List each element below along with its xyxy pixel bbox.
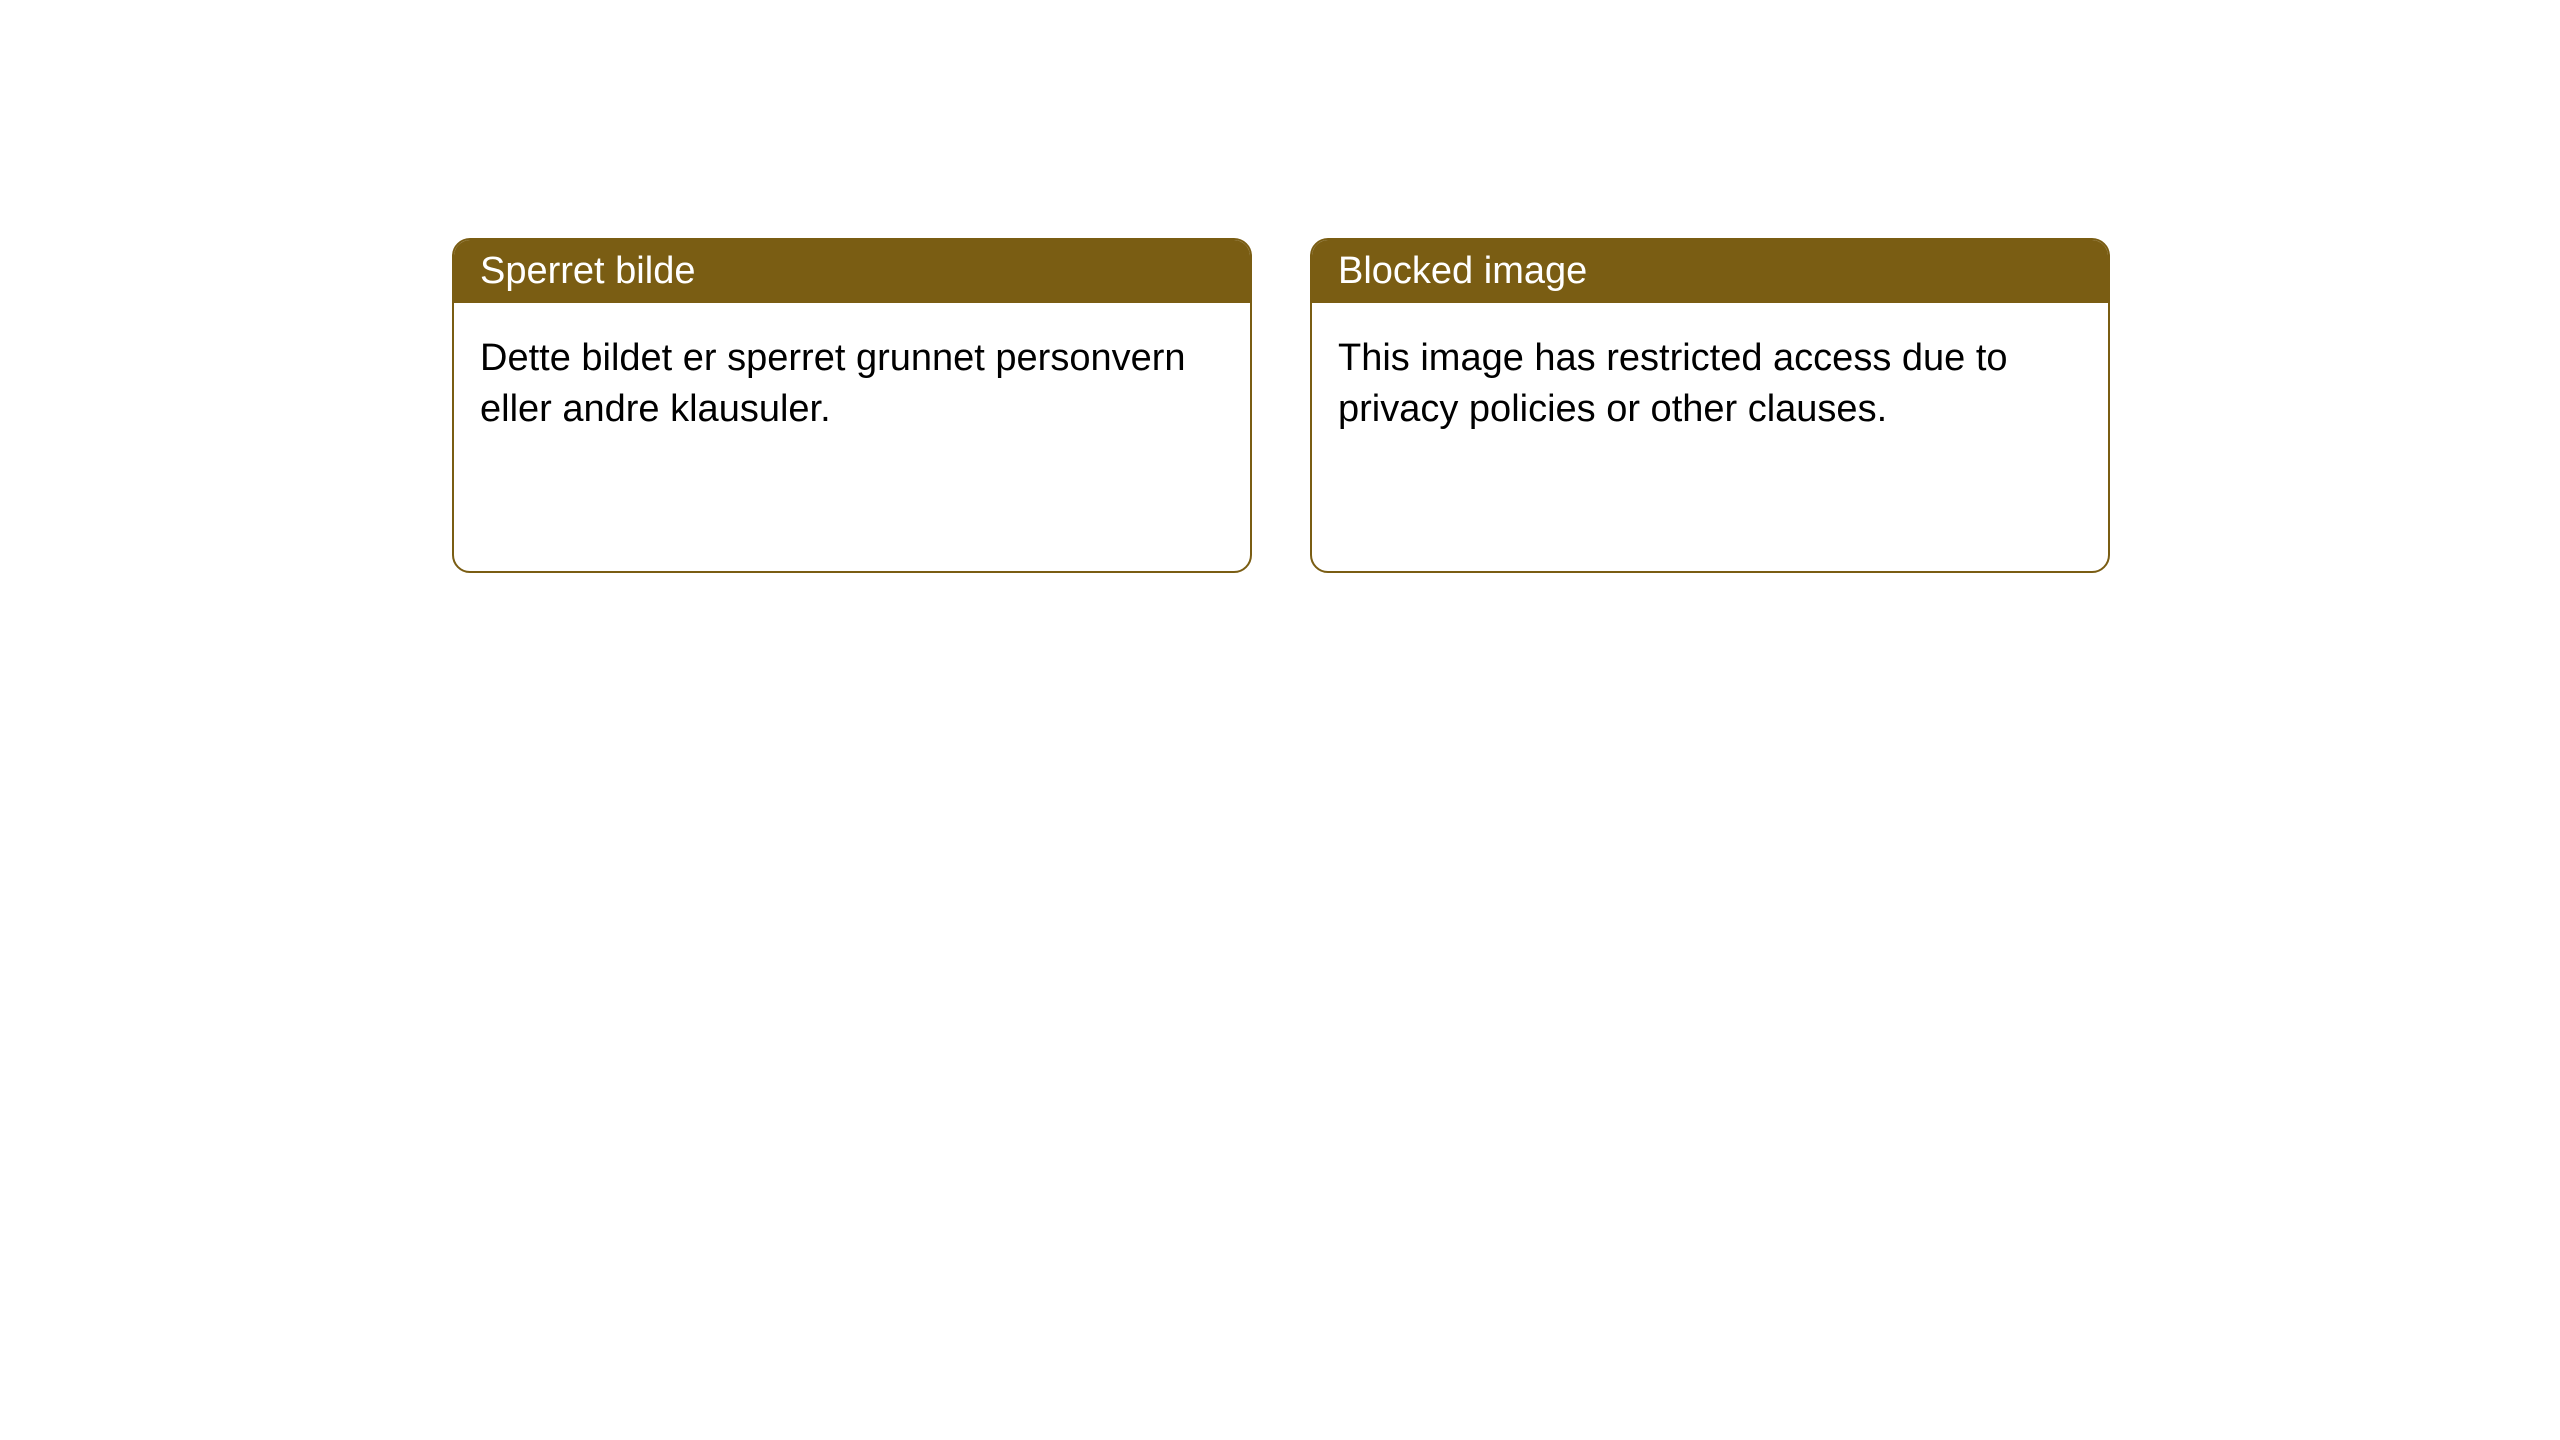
notice-body: This image has restricted access due to … [1312,303,2108,466]
notice-header: Blocked image [1312,240,2108,303]
notice-box-english: Blocked image This image has restricted … [1310,238,2110,573]
notice-body: Dette bildet er sperret grunnet personve… [454,303,1250,466]
notices-container: Sperret bilde Dette bildet er sperret gr… [452,238,2110,573]
notice-header: Sperret bilde [454,240,1250,303]
notice-box-norwegian: Sperret bilde Dette bildet er sperret gr… [452,238,1252,573]
